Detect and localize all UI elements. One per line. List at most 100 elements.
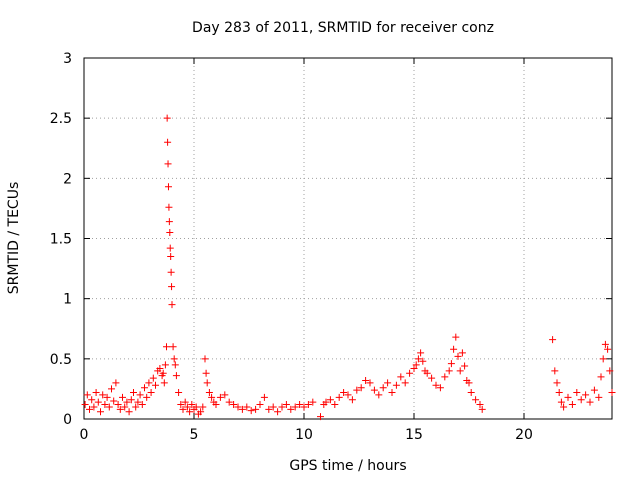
data-point [551, 367, 559, 375]
data-point [156, 364, 164, 372]
data-point [123, 398, 131, 406]
data-point [138, 401, 146, 409]
data-point [165, 203, 173, 211]
x-tick-label: 5 [190, 427, 199, 443]
data-point [101, 401, 109, 409]
data-point [428, 374, 436, 382]
data-point [467, 389, 475, 397]
y-axis-label: SRMTID / TECUs [6, 182, 22, 295]
data-point [423, 369, 431, 377]
data-point [401, 379, 409, 387]
data-point [221, 391, 229, 399]
data-point [322, 398, 330, 406]
data-point [300, 403, 308, 411]
data-point [568, 401, 576, 409]
data-point [557, 398, 565, 406]
data-point [582, 391, 590, 399]
data-point [586, 398, 594, 406]
data-point [392, 381, 400, 389]
data-point [326, 396, 334, 404]
data-point [454, 352, 462, 360]
data-point [134, 398, 142, 406]
data-point [410, 364, 418, 372]
data-point [456, 367, 464, 375]
data-point [238, 405, 246, 413]
data-point [175, 389, 183, 397]
data-point [608, 389, 616, 397]
data-point [179, 405, 187, 413]
data-point [172, 372, 180, 380]
data-point [161, 361, 169, 369]
data-point [112, 379, 120, 387]
data-point [555, 389, 563, 397]
data-point [163, 114, 171, 122]
data-point [201, 355, 209, 363]
y-tick-label: 2 [63, 171, 72, 187]
data-point [164, 160, 172, 168]
data-point [388, 389, 396, 397]
y-tick-label: 2.5 [50, 111, 72, 127]
data-point [212, 401, 220, 409]
data-point [450, 345, 458, 353]
y-tick-label: 1.5 [50, 232, 72, 248]
data-point [478, 405, 486, 413]
data-point [163, 343, 170, 351]
data-point [282, 401, 290, 409]
data-point [130, 389, 137, 397]
data-point [549, 336, 557, 344]
data-point [265, 405, 273, 413]
data-point [149, 374, 157, 382]
data-point [108, 385, 115, 393]
data-point [145, 379, 153, 387]
x-tick-label: 10 [295, 427, 313, 443]
data-point [132, 403, 140, 411]
data-point [560, 403, 568, 411]
data-point [291, 403, 299, 411]
data-point [192, 403, 200, 411]
data-point [167, 253, 175, 261]
data-point [199, 403, 207, 411]
data-point [366, 379, 374, 387]
data-point [606, 367, 614, 375]
x-tick-label: 15 [405, 427, 423, 443]
data-point [278, 403, 286, 411]
data-point [205, 389, 213, 397]
data-point [234, 403, 242, 411]
data-point [188, 401, 196, 409]
data-point [141, 384, 148, 392]
x-axis-label: GPS time / hours [289, 458, 406, 474]
data-point [168, 301, 176, 309]
data-point [335, 393, 343, 401]
data-point [447, 360, 455, 368]
data-point [472, 396, 480, 404]
data-point [357, 384, 365, 392]
data-point [256, 401, 264, 409]
data-point [197, 408, 205, 416]
data-point [344, 391, 352, 399]
chart-title: Day 283 of 2011, SRMTID for receiver con… [192, 20, 494, 36]
data-point [230, 401, 238, 409]
data-point [260, 393, 268, 401]
data-point [177, 401, 185, 409]
data-point [599, 355, 607, 363]
data-point [159, 369, 167, 377]
data-point [216, 393, 224, 401]
axis-ticks: 0 5 10 15 20 0 0.5 1 1.5 2 2.5 3 [50, 51, 612, 443]
y-tick-label: 1 [63, 292, 72, 308]
data-point [164, 138, 172, 146]
y-tick-label: 3 [63, 51, 72, 67]
data-point [296, 401, 304, 409]
data-point [370, 386, 378, 394]
y-tick-label: 0 [63, 412, 72, 428]
data-point [465, 379, 473, 387]
data-point [362, 376, 370, 384]
data-point [441, 373, 449, 381]
data-point [81, 401, 89, 409]
data-point [171, 361, 179, 369]
data-point [88, 396, 96, 404]
data-point [287, 405, 295, 413]
data-point [186, 408, 194, 416]
data-point [90, 403, 98, 411]
data-point [167, 268, 175, 276]
data-point [125, 408, 133, 416]
